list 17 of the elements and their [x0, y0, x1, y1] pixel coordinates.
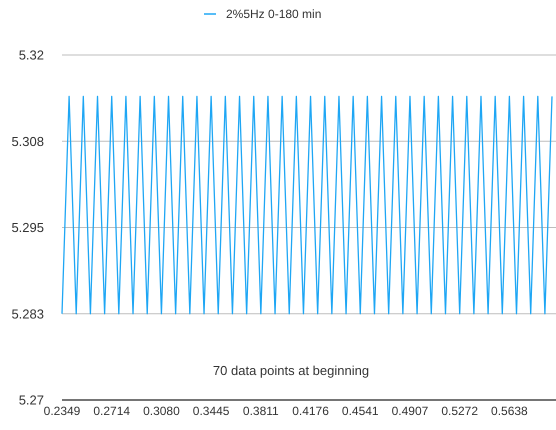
- x-tick-label: 0.2714: [93, 404, 130, 418]
- x-tick-label: 0.3080: [143, 404, 180, 418]
- x-tick-label: 0.5638: [491, 404, 528, 418]
- y-tick-label: 5.283: [11, 306, 44, 322]
- x-tick-label: 0.3811: [242, 404, 280, 418]
- y-tick-label: 5.295: [11, 220, 44, 236]
- x-tick-label: 0.5272: [441, 404, 478, 418]
- y-tick-label: 5.32: [18, 48, 44, 63]
- x-tick-label: 0.4176: [292, 404, 330, 418]
- y-tick-label: 5.308: [11, 134, 44, 149]
- legend-label: 2%5Hz 0-180 min: [226, 7, 322, 21]
- annotation: 70 data points at beginning: [212, 363, 370, 378]
- x-tick-label: 0.4907: [392, 404, 429, 418]
- x-tick-label: 0.4541: [342, 404, 379, 418]
- x-tick-label: 0.2349: [44, 404, 81, 418]
- y-tick-label: 5.27: [18, 392, 44, 408]
- x-tick-label: 0.3445: [192, 404, 230, 418]
